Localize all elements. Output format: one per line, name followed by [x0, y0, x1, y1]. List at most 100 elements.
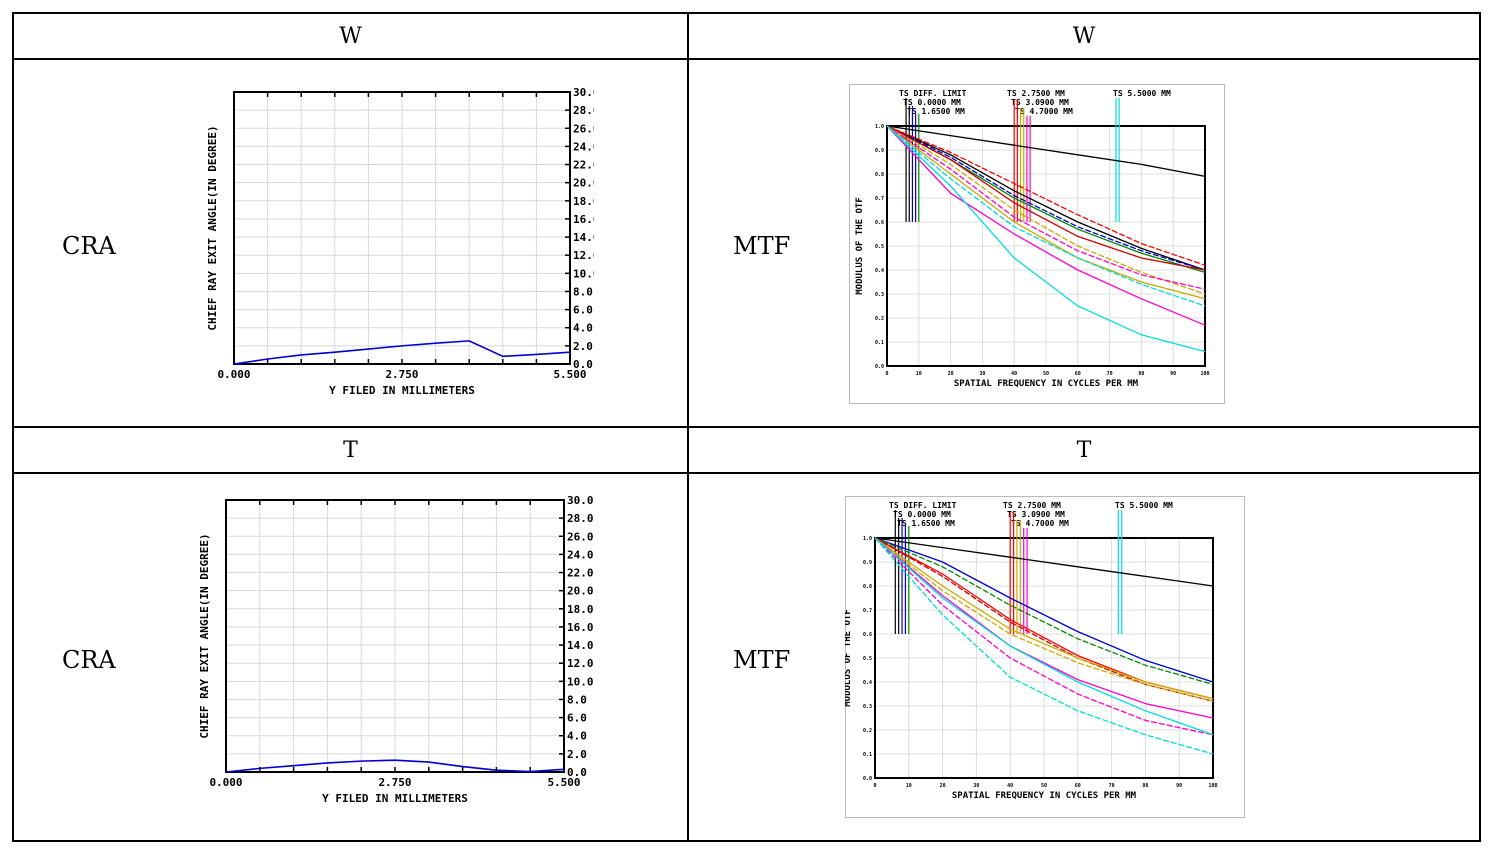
x-tick-label: 5.500: [553, 368, 586, 381]
y-tick-label: 14.0: [573, 231, 594, 244]
y-tick-label: 26.0: [573, 122, 594, 135]
x-tick-label: 10: [906, 783, 912, 789]
x-axis-label: SPATIAL FREQUENCY IN CYCLES PER MM: [954, 379, 1139, 389]
legend-label: TS 1.6500 MM: [897, 519, 955, 528]
y-tick-label: 0.0: [567, 766, 587, 779]
header-t-left: T: [12, 426, 689, 474]
x-tick-label: 80: [1142, 783, 1148, 789]
y-tick-label: 24.0: [567, 548, 594, 561]
mtf-chart-w: 0 10 20 30 40 50 60 70 80 90 100 0.0 0.1 0.2 0.3 0.4 0.5…: [855, 89, 1210, 389]
y-tick-label: 1.0: [863, 536, 872, 542]
x-tick-label: 60: [1075, 371, 1081, 377]
plot-frame: [874, 537, 1214, 779]
results-table: W W CRA 0.0 2.0 4.0 6.0 8.0 10.0 12.0 14.0 16.0 1…: [12, 12, 1481, 842]
x-tick-label: 30: [979, 371, 985, 377]
x-tick-label: 90: [1170, 371, 1176, 377]
legend-label: TS 4.7000 MM: [1015, 107, 1073, 116]
y-tick-label: 6.0: [573, 304, 593, 317]
cell-cra-t: CRA 0.0 2.0 4.0 6.0 8.0 10.0 12.0 14.0 16.0 18.0 2…: [12, 472, 689, 842]
x-tick-label: 50: [1043, 371, 1049, 377]
x-tick-label: 2.750: [378, 776, 411, 789]
y-tick-label: 0.0: [875, 364, 884, 370]
x-tick-label: 30: [973, 783, 979, 789]
legend-label: TS 1.6500 MM: [907, 107, 965, 116]
y-tick-label: 0.8: [863, 584, 872, 590]
plot-frame: [233, 91, 571, 365]
y-tick-label: 28.0: [573, 104, 594, 117]
y-tick-label: 12.0: [567, 657, 594, 670]
legend-label: TS DIFF. LIMIT: [899, 89, 967, 98]
mtf-series-line: [886, 125, 1206, 295]
x-tick-label: 70: [1107, 371, 1113, 377]
mtf-series-line: [874, 537, 1214, 755]
y-tick-label: 22.0: [573, 159, 594, 172]
y-tick-label: 0.6: [875, 220, 884, 226]
y-tick-label: 0.7: [863, 608, 872, 614]
mtf-label: MTF: [733, 232, 791, 260]
y-tick-label: 22.0: [567, 567, 594, 580]
y-tick-label: 14.0: [567, 639, 594, 652]
mtf-label: MTF: [733, 646, 791, 674]
x-tick-label: 100: [1208, 783, 1217, 789]
x-tick-label: 40: [1011, 371, 1017, 377]
x-tick-label: 0.000: [217, 368, 250, 381]
x-tick-label: 80: [1138, 371, 1144, 377]
y-tick-label: 10.0: [573, 267, 594, 280]
y-tick-label: 30.0: [567, 494, 594, 507]
y-tick-label: 0.8: [875, 172, 884, 178]
y-axis-label: MODULUS OF THE OTF: [855, 197, 865, 295]
y-tick-label: 8.0: [567, 693, 587, 706]
y-tick-label: 28.0: [567, 512, 594, 525]
cra-chart-w: 0.0 2.0 4.0 6.0 8.0 10.0 12.0 14.0 16.0 18.0 20.0 2…: [206, 86, 594, 397]
legend-label: TS 5.5000 MM: [1113, 89, 1171, 98]
mtf-series-line: [886, 125, 1206, 300]
mtf-series-line: [874, 537, 1214, 686]
y-tick-label: 30.0: [573, 86, 594, 99]
mtf-series-line: [874, 537, 1214, 700]
x-tick-label: 100: [1200, 371, 1209, 377]
legend-label: TS 3.0900 MM: [1011, 98, 1069, 107]
y-tick-label: 0.9: [863, 560, 872, 566]
y-tick-label: 16.0: [567, 621, 594, 634]
mtf-series-line: [874, 537, 1214, 736]
x-tick-label: 0.000: [209, 776, 242, 789]
y-tick-label: 18.0: [567, 603, 594, 616]
mtf-series-line: [886, 125, 1206, 353]
y-tick-label: 20.0: [573, 177, 594, 190]
plot-frame: [225, 499, 565, 773]
y-tick-label: 12.0: [573, 249, 594, 262]
y-tick-label: 0.4: [875, 268, 884, 274]
y-tick-label: 6.0: [567, 712, 587, 725]
legend-label: TS 0.0000 MM: [903, 98, 961, 107]
y-tick-label: 24.0: [573, 140, 594, 153]
cra-series-line: [233, 340, 571, 365]
mtf-series-line: [874, 537, 1214, 683]
y-axis-label: CHIEF RAY EXIT ANGLE(IN DEGREE): [198, 533, 211, 738]
mtf-frame-t: [845, 496, 1245, 818]
y-tick-label: 0.3: [875, 292, 884, 298]
cra-chart-t: 0.0 2.0 4.0 6.0 8.0 10.0 12.0 14.0 16.0 18.0 20.0 2…: [198, 494, 594, 805]
plot-frame: [886, 125, 1206, 367]
mtf-series-line: [886, 125, 1206, 290]
mtf-series-line: [886, 125, 1206, 178]
y-axis-label: MODULUS OF THE OTF: [845, 609, 853, 707]
legend-label: TS 2.7500 MM: [1003, 501, 1061, 510]
x-tick-label: 2.750: [385, 368, 418, 381]
header-w-left: W: [12, 12, 689, 60]
cra-series-line: [225, 759, 565, 773]
y-tick-label: 0.0: [863, 776, 872, 782]
cra-label: CRA: [62, 232, 116, 260]
y-tick-label: 0.7: [875, 196, 884, 202]
mtf-series-line: [886, 125, 1206, 266]
x-tick-label: 60: [1075, 783, 1081, 789]
y-tick-label: 4.0: [567, 730, 587, 743]
y-tick-label: 26.0: [567, 530, 594, 543]
cell-mtf-t: MTF 0 10 20 30 40 50 60 70 80 90 100 0.0 0.1 0.2 0.3 0.…: [687, 472, 1481, 842]
mtf-series-line: [874, 537, 1214, 719]
y-tick-label: 0.1: [875, 340, 884, 346]
legend-label: TS DIFF. LIMIT: [889, 501, 957, 510]
legend-label: TS 4.7000 MM: [1011, 519, 1069, 528]
x-tick-label: 20: [940, 783, 946, 789]
mtf-series-line: [886, 125, 1206, 326]
x-tick-label: 0: [885, 371, 888, 377]
